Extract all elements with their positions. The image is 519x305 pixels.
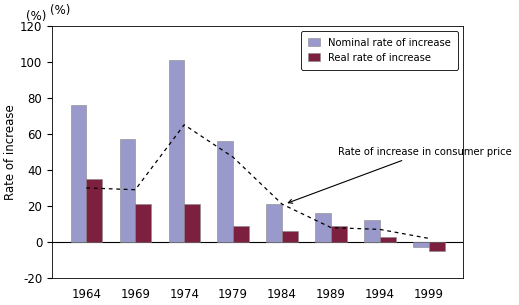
Bar [119,139,135,242]
Bar [429,242,445,251]
Bar [233,226,249,242]
Bar [169,60,184,242]
Bar [217,141,233,242]
Bar [86,179,102,242]
Bar [331,226,347,242]
Bar [380,237,395,242]
Bar [71,105,86,242]
Y-axis label: Rate of increase: Rate of increase [4,104,17,200]
Bar [282,231,298,242]
Bar [266,204,282,242]
Bar [316,213,331,242]
Bar [364,221,380,242]
Text: (%): (%) [26,9,47,23]
Bar [135,204,151,242]
Bar [413,242,429,247]
Text: (%): (%) [50,4,70,16]
Legend: Nominal rate of increase, Real rate of increase: Nominal rate of increase, Real rate of i… [302,30,458,70]
Text: Rate of increase in consumer price: Rate of increase in consumer price [289,147,512,203]
Bar [184,204,200,242]
